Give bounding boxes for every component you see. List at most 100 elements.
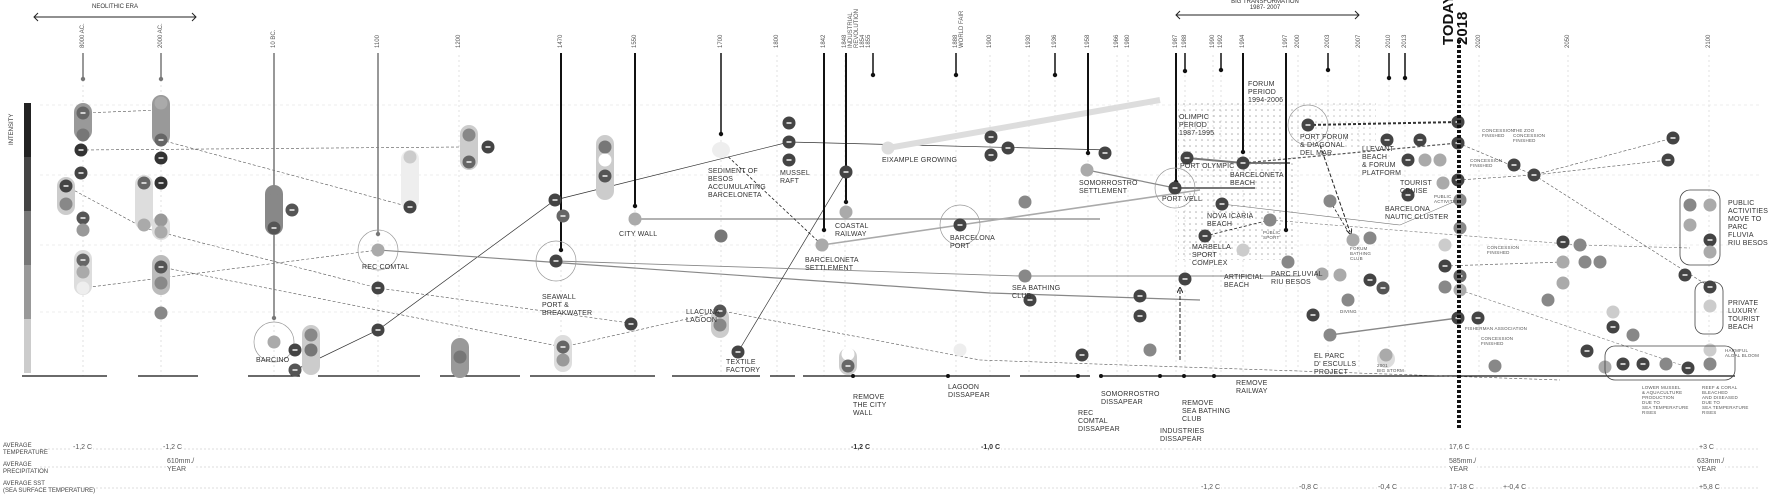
- activity-icon: [1620, 363, 1626, 365]
- event-node: [628, 212, 642, 226]
- row-label-sst: AVERAGE SST (SEA SURFACE TEMPERATURE): [3, 481, 96, 494]
- activity-icon: [158, 157, 164, 159]
- year-label: 1100: [375, 35, 381, 48]
- event-el-parc-esculls: EL PARC D' ESCULLS PROJECT: [1314, 353, 1357, 376]
- event-node: [815, 238, 829, 252]
- year-label: 10 BC.: [271, 29, 277, 48]
- event-big-storm: 2001 BIG STORM: [1377, 363, 1404, 373]
- connection-line: [1086, 169, 1176, 189]
- event-node: [1379, 348, 1393, 362]
- event-node: [1323, 194, 1337, 208]
- year-label: 1842: [821, 34, 827, 48]
- stem-dot: [1052, 72, 1058, 78]
- year-label: 1550: [632, 34, 638, 48]
- intensity-level: [24, 157, 31, 211]
- event-node: [267, 193, 281, 207]
- intensity-level: [24, 265, 31, 319]
- event-node: [76, 223, 90, 237]
- event-node: [1573, 238, 1587, 252]
- event-node: [1433, 153, 1447, 167]
- connection-line: [1307, 121, 1459, 126]
- year-label: 1987: [1173, 34, 1179, 48]
- event-public-activities: PUBLIC ACTIVITIES: [1434, 194, 1461, 204]
- temperature-value: 17,6 C: [1448, 444, 1471, 452]
- stem-dot: [632, 203, 638, 209]
- activity-icon: [78, 172, 84, 174]
- event-node: [1333, 268, 1347, 282]
- connection-line: [1204, 219, 1271, 237]
- activity-icon: [628, 323, 634, 325]
- activity-icon: [602, 175, 608, 177]
- stem-dot: [1240, 149, 1246, 155]
- event-node: [1683, 198, 1697, 212]
- sst-value: -0,8 C: [1298, 484, 1320, 492]
- event-node: [598, 140, 612, 154]
- event-node: [1363, 231, 1377, 245]
- baseline-marker: [1182, 374, 1186, 378]
- event-node: [154, 213, 168, 227]
- baseline: [22, 374, 1735, 378]
- precipitation-value: 610mm./ YEAR: [166, 458, 196, 474]
- event-node: [839, 205, 853, 219]
- event-node: [371, 243, 385, 257]
- stem-dot: [1283, 227, 1289, 233]
- event-coastal-railway: COASTAL RAILWAY: [835, 223, 869, 238]
- event-node: [881, 141, 895, 155]
- baseline-marker: [1158, 374, 1162, 378]
- year-label: 1980: [1125, 34, 1131, 48]
- concession-finished-1: CONCESSION FINISHED: [1482, 128, 1515, 138]
- lower-mussel-production: LOWER MUSSEL & AQUACULTURE PRODUCTION DU…: [1642, 385, 1689, 415]
- stem-dot: [271, 315, 277, 321]
- stem-dot: [1402, 75, 1408, 81]
- event-barcino: BARCINO: [256, 357, 290, 364]
- year-label: 1997: [1283, 34, 1289, 48]
- activity-icon: [1380, 287, 1386, 289]
- event-tourist-cruise: TOURIST CRUISE: [1400, 180, 1432, 195]
- stem-dot: [158, 76, 164, 82]
- intensity-level: [24, 319, 31, 373]
- activity-icon: [560, 346, 566, 348]
- forum-period-label: FORUM PERIOD 1994-2006: [1248, 81, 1284, 104]
- neolithic-era-arrow: [33, 12, 197, 22]
- activity-icon: [786, 141, 792, 143]
- activity-icon: [80, 112, 86, 114]
- connection-line: [1459, 289, 1691, 369]
- year-label: 2010: [1386, 34, 1392, 48]
- event-node: [1018, 269, 1032, 283]
- event-node: [1703, 343, 1717, 357]
- connection-line: [1444, 261, 1564, 267]
- intensity-pill: [135, 175, 153, 230]
- event-node: [154, 96, 168, 110]
- event-nodes: [59, 96, 1717, 377]
- activity-icon: [1682, 274, 1688, 276]
- removal-industries: INDUSTRIES DISSAPEAR: [1160, 428, 1205, 443]
- event-node: [1438, 238, 1452, 252]
- temperature-value: +3 C: [1698, 444, 1715, 452]
- event-node: [154, 306, 168, 320]
- connection-line: [1457, 137, 1674, 176]
- event-node: [1236, 243, 1250, 257]
- activity-icon: [1184, 157, 1190, 159]
- activity-icon: [1202, 235, 1208, 237]
- stem-dot: [375, 231, 381, 237]
- event-node: [304, 328, 318, 342]
- event-node: [1659, 357, 1673, 371]
- event-city-wall: CITY WALL: [619, 231, 658, 238]
- event-node: [1281, 255, 1295, 269]
- event-node: [556, 353, 570, 367]
- event-node: [403, 150, 417, 164]
- activity-icon: [1560, 241, 1566, 243]
- year-label: 2007: [1356, 34, 1362, 48]
- event-barceloneta-settlement: BARCELONETA SETTLEMENT: [805, 257, 859, 272]
- temperature-value: -1,2 C: [162, 444, 184, 452]
- temperature-value: -1,0 C: [980, 444, 1002, 452]
- event-artificial-beach: ARTIFICIAL BEACH: [1224, 274, 1264, 289]
- year-label: 1958: [1085, 34, 1091, 48]
- concession-finished-3: CONCESSION FINISHED: [1487, 245, 1520, 255]
- intensity-pill: [401, 150, 419, 210]
- year-label: 1992: [1218, 34, 1224, 48]
- removal-somorrostro: SOMORROSTRO DISSAPEAR: [1101, 391, 1160, 406]
- connection-line: [720, 149, 823, 246]
- sst-value: +-0,4 C: [1502, 484, 1528, 492]
- stem-dot: [1386, 75, 1392, 81]
